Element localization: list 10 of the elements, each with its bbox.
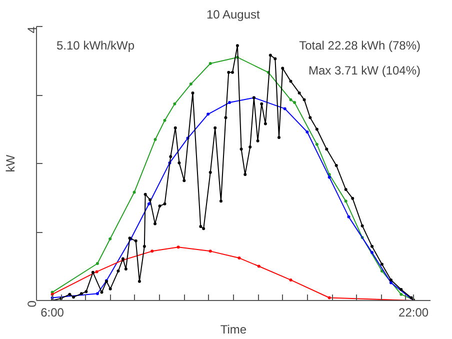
- chart-title: 10 August: [206, 8, 261, 22]
- x-tick-label: 22:00: [398, 306, 429, 320]
- y-axis-title: kW: [4, 154, 18, 172]
- y-tick-label: 4: [25, 26, 39, 34]
- annotation: 5.10 kWh/kWp: [56, 38, 135, 52]
- y-tick-label: 0: [25, 300, 39, 308]
- x-tick-label: 6:00: [40, 306, 64, 320]
- annotation: Max 3.71 kW (104%): [308, 64, 421, 78]
- x-axis-title: Time: [220, 322, 247, 336]
- annotation: Total 22.28 kWh (78%): [299, 38, 421, 52]
